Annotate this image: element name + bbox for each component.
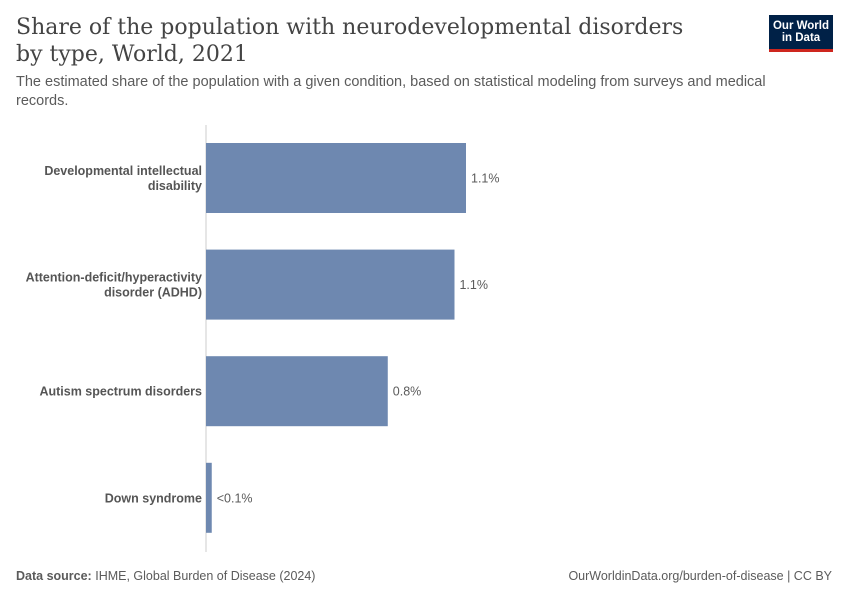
bar[interactable] (206, 462, 212, 533)
footer-link[interactable]: OurWorldinData.org/burden-of-disease | C… (568, 569, 832, 583)
value-label: 1.1% (459, 278, 488, 292)
value-label: <0.1% (217, 491, 253, 505)
value-label: 1.1% (471, 172, 500, 186)
logo-line-2: in Data (781, 32, 821, 44)
data-source-text[interactable]: IHME, Global Burden of Disease (2024) (95, 569, 316, 583)
chart-subtitle: The estimated share of the population wi… (16, 74, 766, 109)
value-label: 0.8% (393, 385, 422, 399)
bar[interactable] (206, 249, 455, 320)
category-label: Developmental intellectual disability (44, 164, 202, 193)
data-source-label: Data source: (16, 569, 92, 583)
category-label: Attention-deficit/hyperactivity disorder … (26, 271, 202, 300)
bar[interactable] (206, 143, 466, 213)
category-label: Down syndrome (105, 491, 202, 505)
owid-logo[interactable]: Our World in Data (769, 15, 833, 52)
category-label: Autism spectrum disorders (39, 385, 202, 399)
chart-title: Share of the population with neurodevelo… (16, 15, 684, 67)
bar[interactable] (206, 356, 388, 427)
logo-line-1: Our World (772, 20, 829, 32)
data-source: Data source: IHME, Global Burden of Dise… (16, 569, 315, 583)
